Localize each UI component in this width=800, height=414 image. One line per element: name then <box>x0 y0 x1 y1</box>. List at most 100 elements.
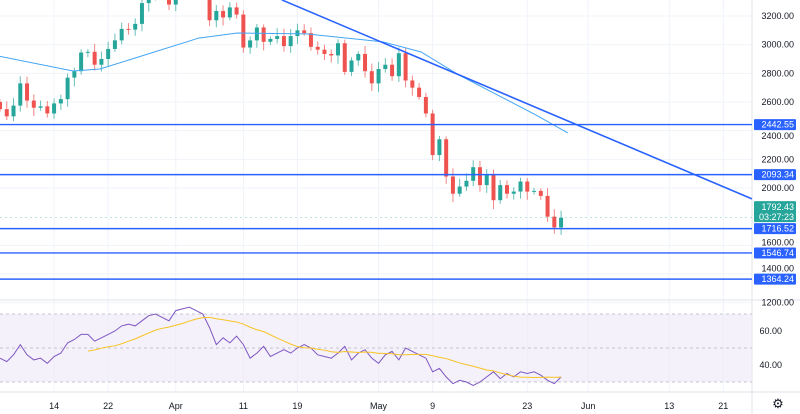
candle-up <box>288 36 293 47</box>
price-level-tag-label: 1716.52 <box>761 224 794 234</box>
time-axis-label: 9 <box>430 401 435 411</box>
candle-up <box>214 10 219 21</box>
price-level-tag-label: 2442.55 <box>761 120 794 130</box>
time-axis-label: 11 <box>239 401 248 411</box>
candle-up <box>464 180 469 187</box>
candle-up <box>139 3 144 24</box>
price-level-tag-label: 1364.24 <box>761 274 794 284</box>
time-axis-label: 14 <box>49 401 59 411</box>
candle-up <box>146 0 151 4</box>
candle-down <box>545 195 550 217</box>
candle-down <box>4 109 9 117</box>
candle-up <box>336 43 340 56</box>
candle-up <box>11 105 16 117</box>
candle-down <box>403 53 408 81</box>
candle-down <box>552 216 557 228</box>
candle-down <box>234 7 239 15</box>
candle-up <box>254 27 259 41</box>
time-axis-label: 23 <box>522 401 532 411</box>
candle-down <box>207 0 212 21</box>
trendline <box>281 0 753 200</box>
time-axis-label: Apr <box>169 401 183 411</box>
candle-down <box>430 113 435 156</box>
price-axis-label: 1600.00 <box>761 237 794 247</box>
current-price-tag <box>754 201 796 223</box>
price-level-tag-label: 1546.74 <box>761 248 794 258</box>
time-axis-label: 19 <box>292 401 302 411</box>
candle-down <box>322 49 327 54</box>
candle-down <box>221 10 226 18</box>
candle-up <box>112 40 117 49</box>
candle-down <box>281 36 286 47</box>
candle-up <box>295 30 300 37</box>
gear-icon[interactable]: ⚙ <box>772 396 784 411</box>
candle-up <box>18 83 23 106</box>
candle-up <box>72 71 77 78</box>
price-axis-label: 1400.00 <box>761 264 794 274</box>
candle-down <box>25 83 30 101</box>
candle-up <box>106 48 111 59</box>
candle-up <box>58 99 63 104</box>
candle-up <box>396 53 401 77</box>
candle-up <box>511 191 516 194</box>
candle-up <box>133 23 138 30</box>
candle-down <box>45 106 50 114</box>
candle-down <box>410 80 415 88</box>
price-level-tag <box>754 247 796 259</box>
candle-down <box>423 96 428 114</box>
price-axis-label: 2600.00 <box>761 97 794 107</box>
candle-down <box>417 87 422 97</box>
candle-down <box>491 175 496 201</box>
time-axis-label: Jun <box>581 401 596 411</box>
candle-down <box>315 46 320 50</box>
candle-up <box>457 186 462 194</box>
candle-up <box>484 175 489 186</box>
candle-down <box>167 0 171 5</box>
candle-up <box>38 106 43 108</box>
candle-up <box>85 51 90 53</box>
candle-up <box>119 28 124 41</box>
candle-down <box>538 190 543 196</box>
candle-up <box>559 217 564 228</box>
candle-up <box>498 185 503 201</box>
candle-up <box>376 69 381 84</box>
candle-up <box>437 139 442 156</box>
candle-up <box>248 40 253 48</box>
current-price-label: 1792.43 <box>761 202 794 212</box>
candle-up <box>173 0 178 5</box>
candle-down <box>31 100 36 108</box>
rsi-axis-label: 40.00 <box>759 360 782 370</box>
candle-up <box>532 190 537 192</box>
price-level-tag-label: 2093.34 <box>761 170 794 180</box>
candle-up <box>227 7 232 18</box>
price-axis-label: 2200.00 <box>761 154 794 164</box>
candle-up <box>52 103 57 114</box>
candle-down <box>329 53 334 56</box>
price-axis-label: 3200.00 <box>761 11 794 21</box>
price-axis-label: 2800.00 <box>761 68 794 78</box>
candle-down <box>505 185 509 194</box>
candle-up <box>356 53 361 61</box>
candle-countdown-label: 03:27:23 <box>759 212 794 222</box>
price-level-tag <box>754 169 796 181</box>
time-axis-label: 13 <box>664 401 674 411</box>
candle-down <box>92 51 97 65</box>
candle-down <box>241 14 246 48</box>
candle-up <box>275 36 280 39</box>
candle-down <box>477 167 482 186</box>
price-axis-label: 2400.00 <box>761 131 794 141</box>
candle-down <box>525 181 530 192</box>
candle-up <box>349 60 354 72</box>
candle-down <box>126 28 131 30</box>
candle-up <box>79 52 84 72</box>
price-axis-label: 2000.00 <box>761 183 794 193</box>
candle-down <box>363 53 368 72</box>
price-axis-label: 1200.00 <box>761 298 794 308</box>
candle-down <box>0 101 2 110</box>
candle-down <box>444 139 449 177</box>
candle-down <box>308 33 313 47</box>
candle-down <box>302 30 307 34</box>
candle-down <box>342 43 347 72</box>
time-axis-label: 21 <box>718 401 728 411</box>
